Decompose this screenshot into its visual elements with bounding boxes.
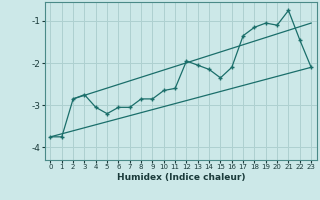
- X-axis label: Humidex (Indice chaleur): Humidex (Indice chaleur): [116, 173, 245, 182]
